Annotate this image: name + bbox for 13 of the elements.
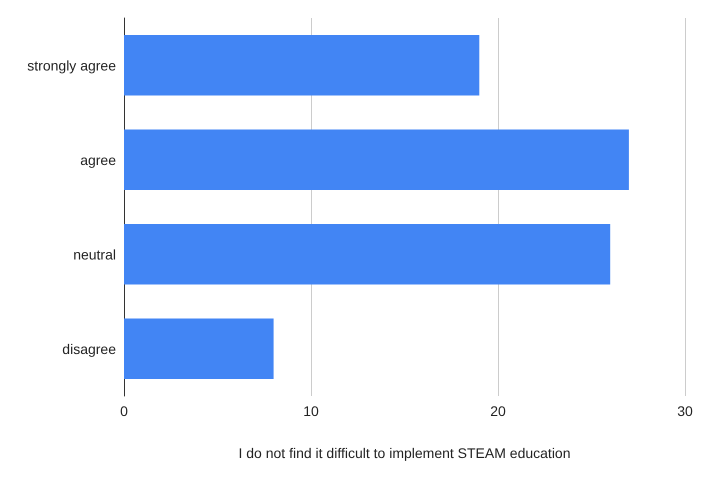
x-tick-label: 0 [120, 403, 128, 419]
bar [124, 318, 274, 379]
x-axis-title: I do not find it difficult to implement STEAM education [238, 445, 571, 461]
y-tick-label: disagree [62, 340, 116, 357]
bar [124, 35, 480, 96]
x-tick-label: 10 [303, 403, 319, 419]
y-tick-label: agree [80, 152, 116, 168]
y-tick-label: strongly agree [27, 57, 116, 74]
x-tick-label: 30 [677, 403, 693, 419]
bar [124, 224, 610, 284]
x-tick-label: 20 [490, 403, 506, 419]
y-tick-label: neutral [73, 246, 116, 262]
bar [124, 130, 629, 190]
